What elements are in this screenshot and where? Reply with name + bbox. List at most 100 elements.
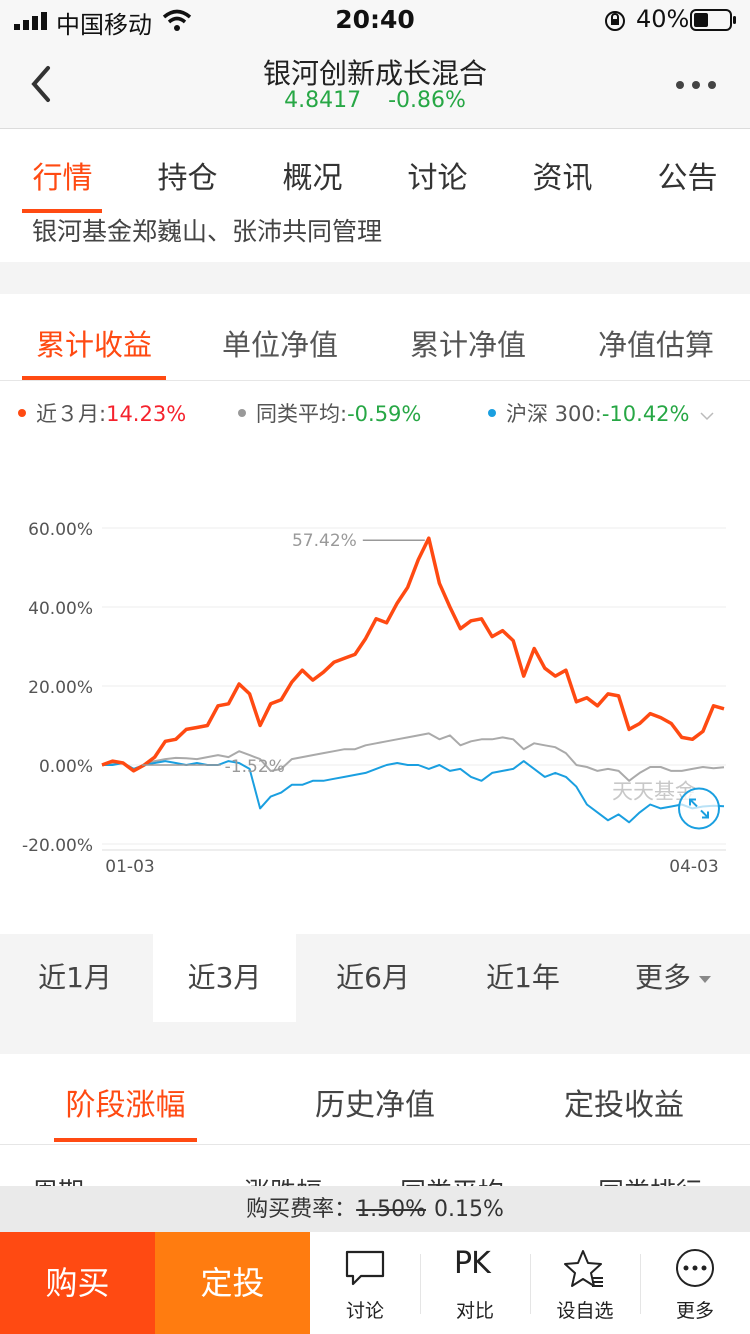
tab-nav-estimate[interactable]: 净值估算 xyxy=(597,328,714,362)
period-3m[interactable]: 近3月 xyxy=(153,934,296,1022)
y-axis-labels: 60.00% 40.00% 20.00% 0.00% -20.00% xyxy=(22,520,93,856)
more-icon[interactable] xyxy=(672,70,720,100)
legend-label: 同类平均: xyxy=(256,402,348,426)
x-tick-label: 04-03 xyxy=(669,857,718,877)
divider xyxy=(420,1254,421,1314)
auto-invest-button[interactable]: 定投 xyxy=(155,1232,310,1334)
nav-bar: 银河创新成长混合 4.8417 -0.86% xyxy=(0,40,750,129)
legend-value: -10.42% xyxy=(601,402,690,426)
y-tick-label: 0.00% xyxy=(39,757,93,777)
tab-news[interactable]: 资讯 xyxy=(532,161,593,196)
top-tabs: 行情 持仓 概况 讨论 资讯 公告 xyxy=(0,129,750,214)
divider xyxy=(530,1254,531,1314)
caret-down-icon xyxy=(699,975,711,983)
more-actions-button[interactable]: 更多 xyxy=(640,1232,750,1334)
battery-icon xyxy=(690,9,736,31)
legend-item-peer-average: 同类平均:-0.59% xyxy=(238,398,421,428)
wifi-icon xyxy=(162,9,192,31)
period-more[interactable]: 更多 xyxy=(598,934,748,1022)
tab-stage-return[interactable]: 阶段涨幅 xyxy=(65,1088,186,1123)
expand-chart-icon[interactable] xyxy=(678,787,720,830)
y-tick-label: 60.00% xyxy=(28,520,93,540)
pk-icon: PK xyxy=(454,1246,491,1281)
fund-nav-change: -0.86% xyxy=(388,88,466,113)
legend-value: 14.23% xyxy=(106,402,187,426)
fee-bar: 购买费率：1.50% 0.15% xyxy=(0,1186,750,1232)
more-circle-icon xyxy=(676,1249,714,1287)
x-tick-label: 01-03 xyxy=(105,857,154,877)
battery-percent: 40% xyxy=(636,5,690,33)
performance-section: 阶段涨幅 历史净值 定投收益 周期 涨跌幅 同类平均 同类排行 xyxy=(0,1054,750,1208)
period-selector: 近1月 近3月 近6月 近1年 更多 xyxy=(0,934,750,1022)
carrier-name: 中国移动 xyxy=(56,11,152,39)
y-tick-label: 20.00% xyxy=(28,678,93,698)
legend-label: 沪深 300: xyxy=(506,402,602,426)
max-annotation: 57.42% xyxy=(292,531,357,551)
legend-item-csi300: 沪深 300:-10.42% xyxy=(488,398,714,428)
y-tick-label: -20.00% xyxy=(22,836,93,856)
chevron-down-icon xyxy=(700,412,714,421)
back-icon[interactable] xyxy=(22,62,62,106)
legend-dot xyxy=(18,409,26,417)
add-watchlist-label: 设自选 xyxy=(556,1300,614,1322)
discuss-button[interactable]: 讨论 xyxy=(310,1232,420,1334)
period-1m[interactable]: 近1月 xyxy=(38,961,112,994)
tab-cumulative-nav[interactable]: 累计净值 xyxy=(409,328,526,362)
series-line-peer-average xyxy=(101,732,725,782)
signal-icon xyxy=(14,12,47,30)
star-icon xyxy=(564,1250,603,1287)
fund-nav-value: 4.8417 xyxy=(284,88,362,113)
expand-icon-circle xyxy=(678,787,720,830)
legend-dot xyxy=(238,409,246,417)
manager-text: 银河基金郑巍山、张沛共同管理 xyxy=(32,217,383,246)
active-section-tab-indicator xyxy=(54,1138,197,1142)
tab-quote[interactable]: 行情 xyxy=(32,161,93,196)
period-more-label: 更多 xyxy=(634,961,691,994)
period-1y[interactable]: 近1年 xyxy=(486,961,560,994)
divider xyxy=(0,380,750,381)
tab-history-nav[interactable]: 历史净值 xyxy=(315,1088,435,1123)
action-bar: 讨论 PK 对比 设自选 更多 xyxy=(310,1232,750,1334)
legend-dot xyxy=(488,409,496,417)
tab-announcement[interactable]: 公告 xyxy=(657,161,718,196)
fee-original: 1.50% xyxy=(356,1197,426,1222)
min-annotation: -1.52% xyxy=(225,757,285,777)
fee-discounted: 0.15% xyxy=(434,1197,504,1222)
tab-discussion[interactable]: 讨论 xyxy=(407,161,468,196)
period-6m[interactable]: 近6月 xyxy=(336,961,410,994)
active-chart-tab-indicator xyxy=(22,376,166,380)
chart-legend[interactable]: 近３月:14.23% 同类平均:-0.59% 沪深 300:-10.42% xyxy=(0,398,750,434)
add-watchlist-button[interactable]: 设自选 xyxy=(530,1232,640,1334)
legend-item-fund: 近３月:14.23% xyxy=(18,398,186,428)
fund-nav-line: 4.8417 -0.86% xyxy=(0,88,750,113)
expand-icon-arrows xyxy=(689,798,709,819)
compare-label: 对比 xyxy=(455,1300,494,1322)
tab-cumulative-return[interactable]: 累计收益 xyxy=(35,328,152,362)
fee-label: 购买费率： xyxy=(246,1197,357,1222)
active-tab-indicator xyxy=(22,209,102,213)
more-actions-label: 更多 xyxy=(675,1300,714,1322)
legend-value: -0.59% xyxy=(347,402,422,426)
tab-auto-invest-return[interactable]: 定投收益 xyxy=(564,1088,684,1123)
tab-overview[interactable]: 概况 xyxy=(282,161,343,196)
divider xyxy=(0,1144,750,1145)
fund-title: 银河创新成长混合 xyxy=(262,57,487,90)
chart-panel: 累计收益 单位净值 累计净值 净值估算 近３月:14.23% 同类平均:-0.5… xyxy=(0,294,750,934)
discuss-label: 讨论 xyxy=(345,1300,384,1322)
buy-button[interactable]: 购买 xyxy=(0,1232,155,1334)
x-axis-labels: 01-03 04-03 xyxy=(105,857,718,877)
legend-label: 近３月: xyxy=(36,402,107,426)
tab-unit-nav[interactable]: 单位净值 xyxy=(221,328,338,362)
series-line-fund xyxy=(101,536,725,773)
compare-button[interactable]: PK 对比 xyxy=(420,1232,530,1334)
y-tick-label: 40.00% xyxy=(28,599,93,619)
clock: 20:40 xyxy=(335,5,415,34)
rotation-lock-icon xyxy=(605,11,625,31)
status-bar: 中国移动 20:40 40% xyxy=(0,0,750,40)
tab-holdings[interactable]: 持仓 xyxy=(157,161,218,196)
divider xyxy=(640,1254,641,1314)
manager-info: 银河基金郑巍山、张沛共同管理 xyxy=(0,214,750,262)
return-chart[interactable]: 60.00% 40.00% 20.00% 0.00% -20.00% 01-03 04-0… xyxy=(0,454,750,894)
chat-bubble-icon xyxy=(345,1250,385,1286)
